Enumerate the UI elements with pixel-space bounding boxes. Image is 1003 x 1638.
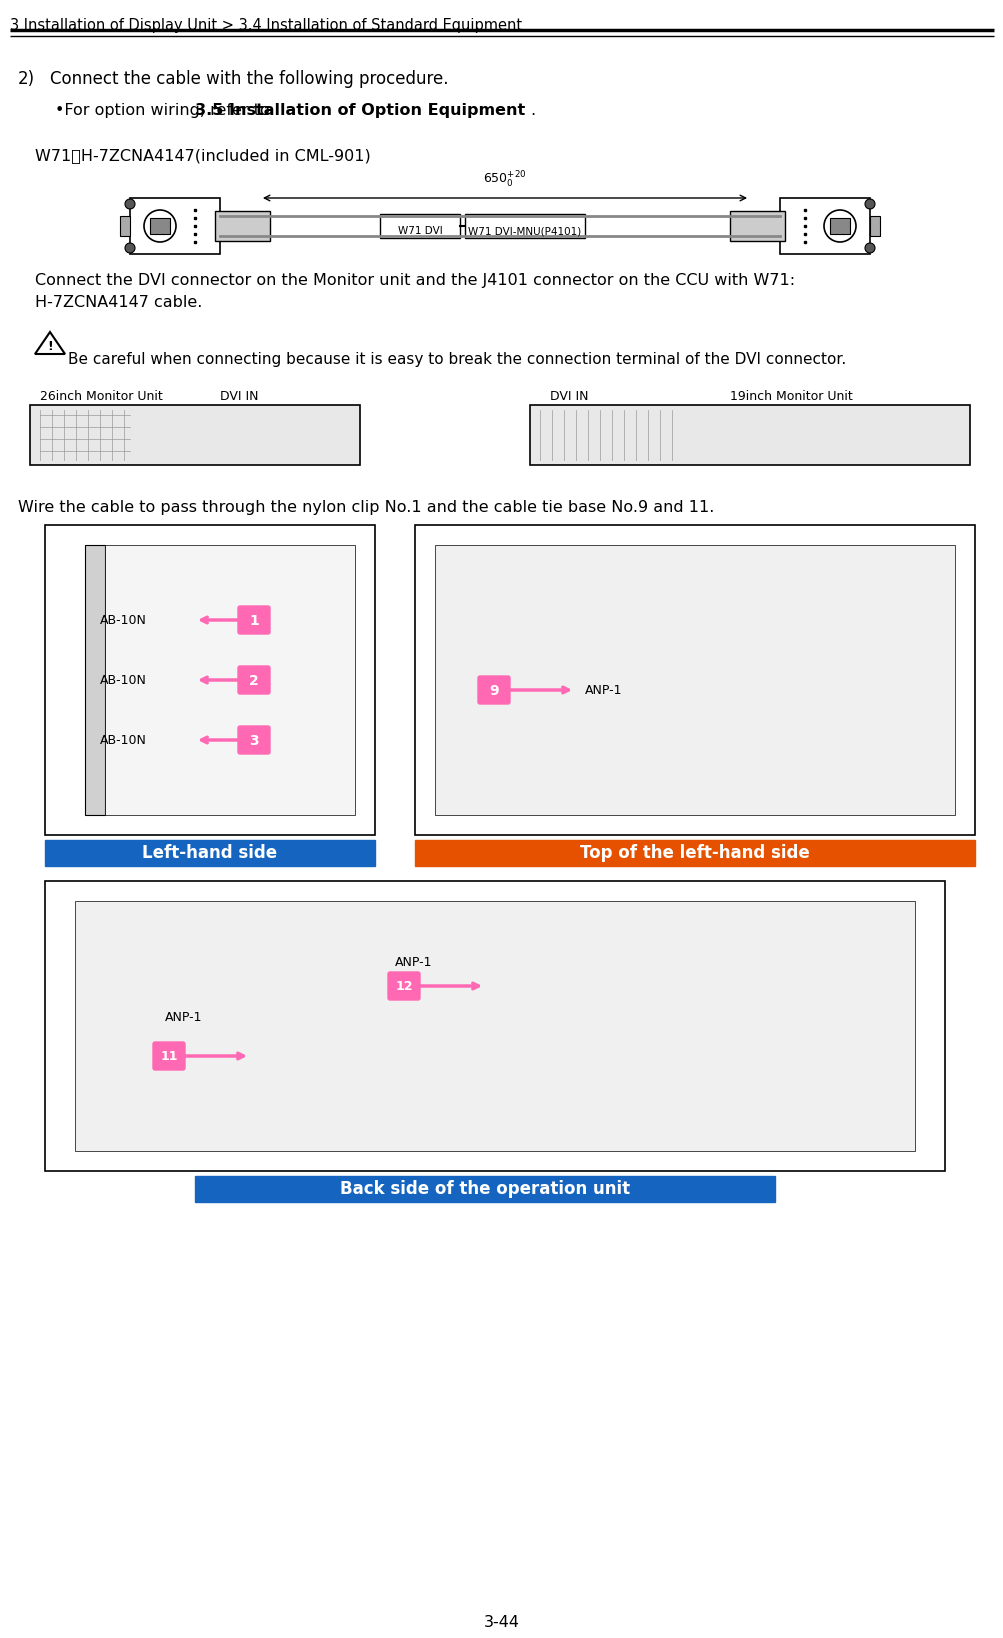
Bar <box>45 840 375 867</box>
Bar <box>45 526 375 835</box>
Text: 3-44: 3-44 <box>483 1615 520 1630</box>
Text: 9: 9 <box>488 685 498 698</box>
Text: Top of the left-hand side: Top of the left-hand side <box>580 844 809 862</box>
Bar <box>829 218 850 234</box>
Text: W71 DVI: W71 DVI <box>397 226 442 236</box>
Text: Left-hand side: Left-hand side <box>142 844 277 862</box>
Text: AB-10N: AB-10N <box>100 673 146 686</box>
Text: .: . <box>530 103 535 118</box>
Bar <box>195 1176 774 1202</box>
Bar <box>105 545 355 816</box>
Text: AB-10N: AB-10N <box>100 734 146 747</box>
Bar <box>729 211 784 241</box>
Text: Connect the cable with the following procedure.: Connect the cable with the following pro… <box>50 70 448 88</box>
FancyBboxPatch shape <box>387 971 419 1001</box>
Circle shape <box>125 242 134 252</box>
Text: 19inch Monitor Unit: 19inch Monitor Unit <box>729 390 852 403</box>
Bar <box>30 405 360 465</box>
Text: 2): 2) <box>18 70 35 88</box>
Circle shape <box>865 242 875 252</box>
Text: W71：H-7ZCNA4147(included in CML-901): W71：H-7ZCNA4147(included in CML-901) <box>35 147 370 164</box>
Text: 3.5 Installation of Option Equipment: 3.5 Installation of Option Equipment <box>195 103 525 118</box>
FancyBboxPatch shape <box>238 726 270 753</box>
Text: ANP-1: ANP-1 <box>164 1011 203 1024</box>
Bar <box>85 545 105 816</box>
Text: 11: 11 <box>160 1050 178 1063</box>
FancyBboxPatch shape <box>238 606 270 634</box>
Text: 26inch Monitor Unit: 26inch Monitor Unit <box>40 390 162 403</box>
Text: AB-10N: AB-10N <box>100 614 146 627</box>
Text: H-7ZCNA4147 cable.: H-7ZCNA4147 cable. <box>35 295 203 310</box>
Text: DVI IN: DVI IN <box>550 390 588 403</box>
Bar <box>530 405 969 465</box>
Circle shape <box>865 198 875 210</box>
Circle shape <box>125 198 134 210</box>
Bar <box>215 211 270 241</box>
Text: •For option wiring, refer to: •For option wiring, refer to <box>55 103 275 118</box>
Text: $650^{+20}_{0}$: $650^{+20}_{0}$ <box>482 170 527 190</box>
Text: W71 DVI-MNU(P4101): W71 DVI-MNU(P4101) <box>468 226 581 236</box>
Text: ANP-1: ANP-1 <box>394 957 432 970</box>
Text: Be careful when connecting because it is easy to break the connection terminal o: Be careful when connecting because it is… <box>68 352 846 367</box>
Text: Connect the DVI connector on the Monitor unit and the J4101 connector on the CCU: Connect the DVI connector on the Monitor… <box>35 274 794 288</box>
Bar <box>414 840 974 867</box>
Text: 1: 1 <box>249 614 259 627</box>
Bar <box>414 526 974 835</box>
Text: DVI IN: DVI IN <box>220 390 258 403</box>
Bar <box>75 901 914 1152</box>
Bar <box>149 218 170 234</box>
FancyBboxPatch shape <box>477 676 510 704</box>
FancyBboxPatch shape <box>238 667 270 695</box>
Bar <box>870 216 879 236</box>
Text: ANP-1: ANP-1 <box>585 685 622 698</box>
Text: 3 Installation of Display Unit > 3.4 Installation of Standard Equipment: 3 Installation of Display Unit > 3.4 Ins… <box>10 18 522 33</box>
Text: 3: 3 <box>249 734 259 749</box>
Bar <box>434 545 954 816</box>
Text: 2: 2 <box>249 673 259 688</box>
FancyBboxPatch shape <box>152 1042 185 1070</box>
Text: Back side of the operation unit: Back side of the operation unit <box>340 1179 630 1197</box>
Text: Wire the cable to pass through the nylon clip No.1 and the cable tie base No.9 a: Wire the cable to pass through the nylon… <box>18 500 714 514</box>
Text: !: ! <box>47 341 53 354</box>
Bar <box>120 216 129 236</box>
FancyBboxPatch shape <box>464 215 585 238</box>
FancyBboxPatch shape <box>379 215 459 238</box>
Text: 12: 12 <box>395 981 412 994</box>
Bar <box>45 881 944 1171</box>
